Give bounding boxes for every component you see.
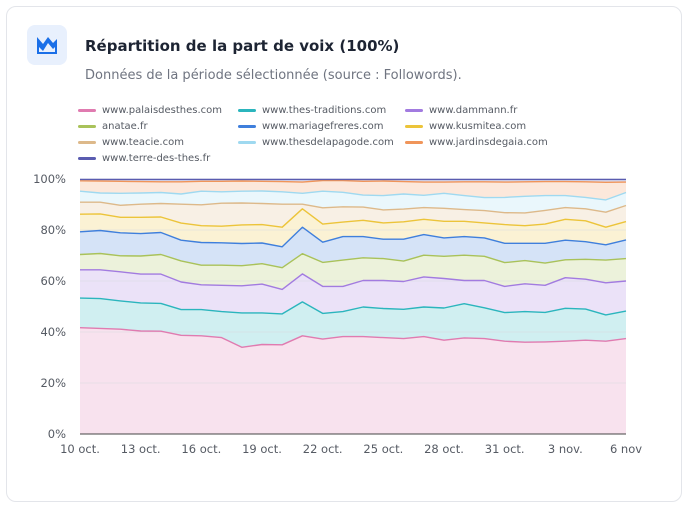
legend-item[interactable]: www.teacie.com: [78, 137, 184, 148]
legend-label: www.thes-traditions.com: [262, 105, 387, 116]
area-www.thesdelapagode.com: [80, 191, 626, 213]
y-tick-label: 100%: [33, 172, 66, 186]
area-www.teacie.com: [80, 202, 626, 228]
y-tick-label: 20%: [40, 376, 66, 390]
x-tick-label: 25 oct.: [363, 442, 403, 456]
legend-swatch: [238, 109, 256, 112]
legend-label: www.kusmitea.com: [429, 121, 527, 132]
legend-item[interactable]: www.terre-des-thes.fr: [78, 153, 210, 164]
line-www.thesdelapagode.com: [79, 190, 627, 201]
x-tick-label: 3 nov.: [548, 442, 583, 456]
area-www.thes-traditions.com: [80, 298, 626, 348]
legend-swatch: [78, 157, 96, 160]
line-www.jardinsdegaia.com: [79, 179, 627, 184]
x-tick-label: 16 oct.: [181, 442, 221, 456]
legend-swatch: [238, 125, 256, 128]
y-tick-label: 80%: [40, 223, 66, 237]
legend-swatch: [78, 109, 96, 112]
card-subtitle: Données de la période sélectionnée (sour…: [85, 68, 462, 83]
legend-label: www.mariagefreres.com: [262, 121, 384, 132]
legend-item[interactable]: www.thes-traditions.com: [238, 105, 386, 116]
legend-label: www.jardinsdegaia.com: [429, 137, 548, 148]
legend-item[interactable]: www.dammann.fr: [405, 105, 517, 116]
x-tick-label: 10 oct.: [60, 442, 100, 456]
x-tick-label: 13 oct.: [121, 442, 161, 456]
card-title: Répartition de la part de voix (100%): [85, 37, 400, 55]
x-tick-label: 31 oct.: [485, 442, 525, 456]
line-www.mariagefreres.com: [79, 226, 627, 248]
area-www.kusmitea.com: [80, 208, 626, 247]
y-tick-label: 60%: [40, 274, 66, 288]
legend-item[interactable]: www.kusmitea.com: [405, 121, 526, 132]
line-www.palaisdesthes.com: [79, 327, 627, 348]
legend-swatch: [405, 141, 423, 144]
y-tick-label: 0%: [48, 427, 66, 441]
x-tick-label: 22 oct.: [303, 442, 343, 456]
x-tick-label: 28 oct.: [424, 442, 464, 456]
x-tick-label: 6 nov: [610, 442, 642, 456]
line-anatae.fr: [79, 252, 627, 269]
legend-item[interactable]: www.thesdelapagode.com: [238, 137, 394, 148]
area-www.palaisdesthes.com: [80, 327, 626, 434]
legend-item[interactable]: www.jardinsdegaia.com: [405, 137, 548, 148]
legend-item[interactable]: www.palaisdesthes.com: [78, 105, 222, 116]
line-www.thes-traditions.com: [79, 297, 627, 316]
y-tick-label: 40%: [40, 325, 66, 339]
line-www.teacie.com: [80, 201, 627, 214]
chart-card: Répartition de la part de voix (100%) Do…: [6, 6, 682, 502]
line-www.dammann.fr: [80, 269, 627, 291]
line-www.kusmitea.com: [79, 208, 627, 228]
legend-item[interactable]: www.mariagefreres.com: [238, 121, 384, 132]
legend-swatch: [238, 141, 256, 144]
legend-label: www.teacie.com: [102, 137, 184, 148]
area-anatae.fr: [80, 253, 626, 290]
legend-swatch: [78, 141, 96, 144]
legend-label: www.terre-des-thes.fr: [102, 153, 211, 164]
legend-label: anatae.fr: [102, 121, 148, 132]
legend-label: www.thesdelapagode.com: [262, 137, 394, 148]
x-tick-label: 19 oct.: [242, 442, 282, 456]
legend-swatch: [405, 125, 423, 128]
legend-label: www.palaisdesthes.com: [102, 105, 223, 116]
area-www.jardinsdegaia.com: [80, 180, 626, 200]
legend-label: www.dammann.fr: [429, 105, 518, 116]
legend-item[interactable]: anatae.fr: [78, 121, 148, 132]
legend-swatch: [405, 109, 423, 112]
area-chart-icon: [27, 25, 67, 65]
area-www.dammann.fr: [80, 269, 626, 315]
legend-swatch: [78, 125, 96, 128]
